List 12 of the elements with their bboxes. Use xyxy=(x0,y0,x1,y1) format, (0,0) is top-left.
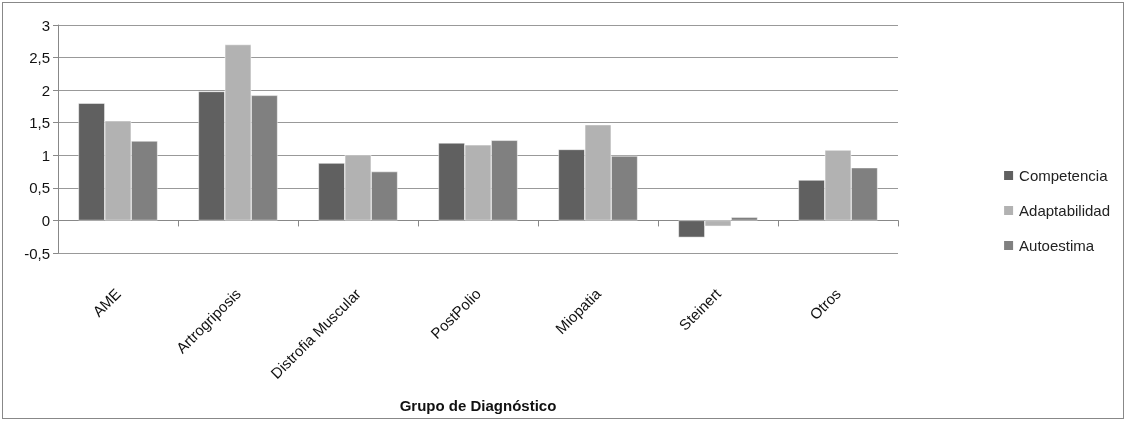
legend-label: Autoestima xyxy=(1019,237,1095,254)
y-tick-label: 1,5 xyxy=(29,114,50,132)
y-tick-label: 0 xyxy=(41,211,50,229)
x-axis-title: Grupo de Diagnóstico xyxy=(399,397,557,414)
legend-label: Adaptabilidad xyxy=(1019,202,1111,219)
y-tick-label: -0,5 xyxy=(24,244,50,262)
y-tick-label: 3 xyxy=(41,16,50,34)
legend-label: Competencia xyxy=(1019,167,1109,184)
y-tick-label: 2 xyxy=(41,81,50,99)
y-tick-label: 2,5 xyxy=(29,49,50,67)
y-tick-label: 1 xyxy=(41,146,50,164)
y-tick-label: 0,5 xyxy=(29,179,50,197)
